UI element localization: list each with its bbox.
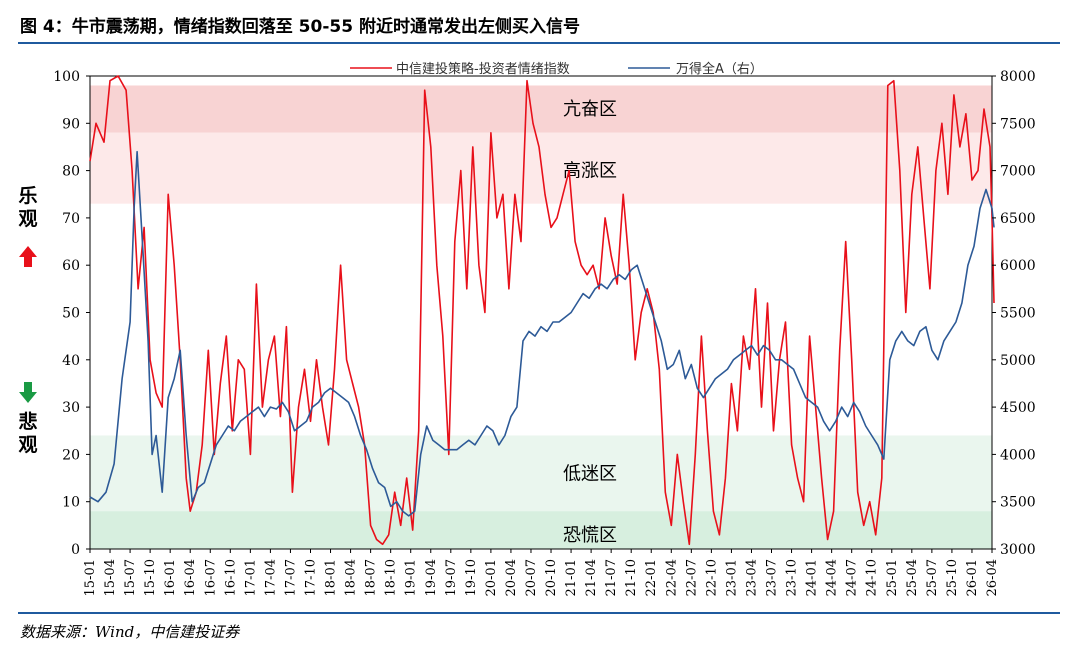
y-right-tick-label: 4500 [1000,400,1036,416]
x-tick-label: 16-07 [203,559,218,596]
y-right-tick-label: 7000 [1000,164,1036,180]
y-right-tick-label: 4000 [1000,447,1036,463]
y-right-tick-label: 5000 [1000,353,1036,369]
x-tick-label: 22-04 [664,559,679,596]
x-tick-label: 16-01 [163,559,178,596]
x-tick-label: 16-10 [223,559,238,596]
y-left-tick-label: 90 [62,116,80,132]
x-tick-label: 26-04 [985,559,1000,596]
y-right-tick-label: 6000 [1000,258,1036,274]
zone-band-lowest [90,511,992,549]
x-tick-label: 18-01 [324,559,339,596]
x-tick-label: 19-01 [404,559,419,596]
x-tick-label: 25-01 [885,559,900,596]
pessimistic-label-1: 悲 [18,410,37,433]
y-right-tick-label: 3000 [1000,542,1036,558]
y-left-tick-label: 60 [62,258,80,274]
x-tick-label: 21-01 [564,559,579,596]
x-tick-label: 26-01 [965,559,980,596]
index-line [89,150,995,517]
x-tick-label: 23-07 [765,559,780,596]
sentiment-line [89,75,995,546]
x-tick-label: 17-04 [263,559,278,596]
x-tick-label: 23-01 [724,559,739,596]
x-tick-label: 24-04 [825,559,840,596]
zone-label-high: 亢奋区 [563,99,617,120]
x-tick-label: 18-04 [344,559,359,596]
pessimistic-label-2: 观 [18,434,37,456]
x-tick-label: 23-10 [785,559,800,596]
y-right-tick-label: 6500 [1000,211,1036,227]
x-tick-label: 21-04 [584,559,599,596]
zone-label-mid: 高涨区 [563,161,617,182]
x-tick-label: 25-10 [945,559,960,596]
legend-label-sentiment: 中信建投策略-投资者情绪指数 [396,61,570,77]
x-tick-label: 19-07 [444,559,459,596]
x-tick-label: 21-07 [604,559,619,596]
x-tick-label: 20-07 [524,559,539,596]
y-axis-left: 0 10 20 30 40 50 60 70 80 90 100 [53,69,90,558]
x-tick-label: 17-01 [243,559,258,596]
optimistic-label-2: 观 [18,208,37,230]
x-tick-label: 20-10 [544,559,559,596]
x-tick-label: 22-01 [644,559,659,596]
x-tick-label: 24-01 [805,559,820,596]
y-right-tick-label: 5500 [1000,306,1036,322]
zone-label-lowest: 恐慌区 [563,525,617,546]
x-tick-label: 22-10 [704,559,719,596]
x-tick-label: 25-07 [925,559,940,596]
x-tick-label: 23-04 [744,559,759,596]
x-tick-label: 19-04 [424,559,439,596]
legend-label-index: 万得全A（右） [676,61,763,77]
down-arrow-icon [19,382,37,403]
zone-band-high [90,85,992,133]
x-tick-label: 20-04 [504,559,519,596]
side-labels: 乐 观 悲 观 [18,185,37,456]
x-tick-label: 16-04 [183,559,198,596]
y-left-tick-label: 100 [53,69,80,85]
x-tick-label: 20-01 [484,559,499,596]
data-source: 数据来源：Wind，中信建投证券 [20,623,240,641]
x-tick-label: 17-10 [303,559,318,596]
x-tick-label: 25-04 [905,559,920,596]
series-lines [89,75,995,546]
x-tick-label: 19-10 [464,559,479,596]
x-tick-label: 17-07 [283,559,298,596]
y-right-tick-label: 3500 [1000,495,1036,511]
y-left-tick-label: 10 [62,495,80,511]
y-left-tick-label: 20 [62,447,80,463]
y-left-tick-label: 50 [62,306,80,322]
x-tick-label: 21-10 [624,559,639,596]
zone-band-low [90,435,992,512]
optimistic-label-1: 乐 [18,185,37,207]
y-left-tick-label: 40 [62,353,80,369]
y-right-tick-label: 7500 [1000,116,1036,132]
zone-label-low: 低迷区 [563,463,617,484]
chart-title: 图 4：牛市震荡期，情绪指数回落至 50-55 附近时通常发出左侧买入信号 [20,17,580,37]
x-tick-label: 15-01 [83,559,98,596]
x-tick-label: 22-07 [684,559,699,596]
y-left-tick-label: 0 [71,542,80,558]
up-arrow-icon [19,246,37,267]
y-right-tick-label: 8000 [1000,69,1036,85]
x-tick-label: 24-10 [865,559,880,596]
y-axis-right: 3000 3500 4000 4500 5000 5500 6000 6500 7000 7500… [992,69,1036,558]
x-axis: 15-01 15-04 15-07 15-10 16-01 16-04 16-07 16-10… [83,549,1000,596]
x-tick-label: 18-10 [384,559,399,596]
y-left-tick-label: 80 [62,164,80,180]
x-tick-label: 18-07 [364,559,379,596]
footer-rule [18,612,1060,614]
x-tick-label: 24-07 [845,559,860,596]
x-tick-label: 15-04 [103,559,118,596]
y-left-tick-label: 70 [62,211,80,227]
legend: 中信建投策略-投资者情绪指数 万得全A（右） [350,61,763,77]
y-left-tick-label: 30 [62,400,80,416]
x-tick-label: 15-07 [123,559,138,596]
title-rule [18,42,1060,44]
x-tick-label: 15-10 [143,559,158,596]
